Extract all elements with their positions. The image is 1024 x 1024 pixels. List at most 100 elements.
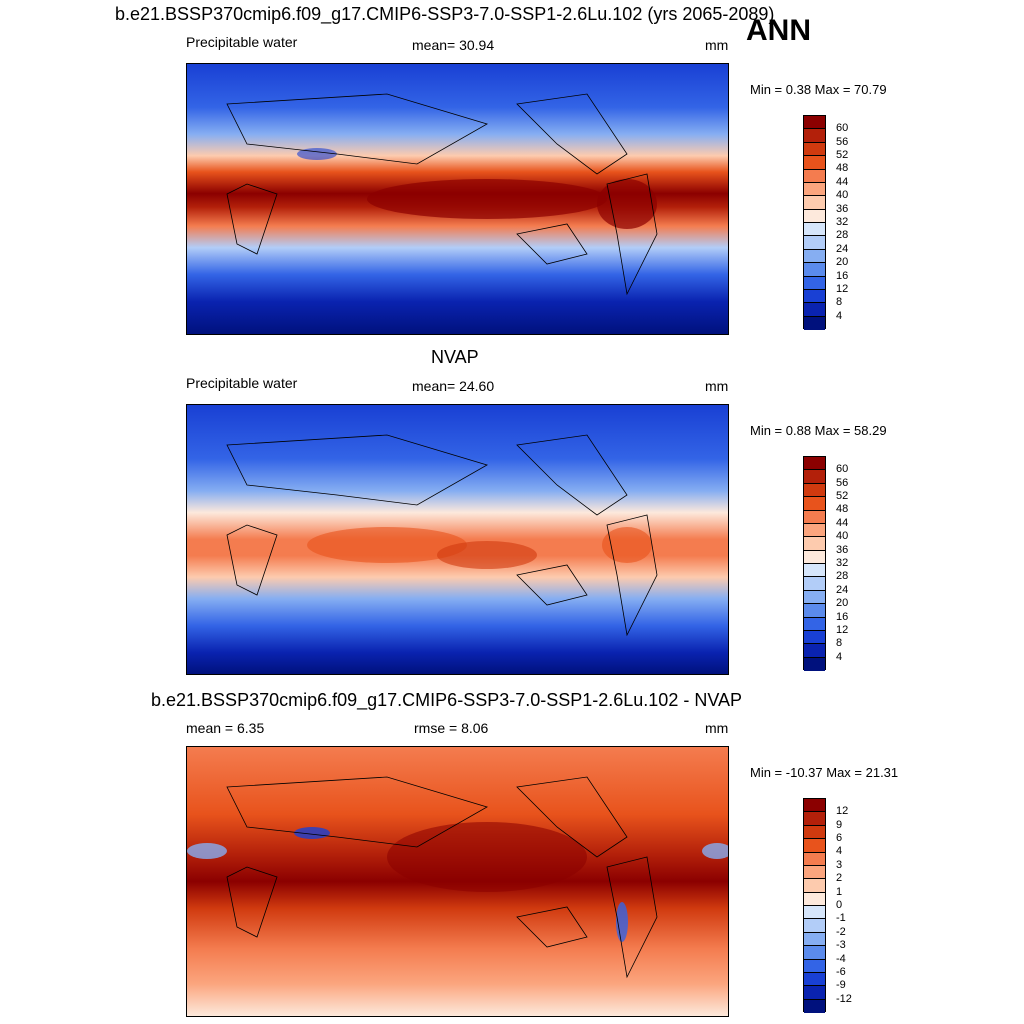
panel1-map: [186, 63, 729, 335]
colorbar-tick-label: 4: [836, 845, 843, 857]
colorbar-segment: [804, 892, 825, 906]
colorbar-segment: [804, 169, 825, 183]
panel2-map: [186, 404, 729, 675]
colorbar-segment: [804, 604, 825, 618]
panel1-colorbar: [803, 115, 826, 330]
colorbar-segment: [804, 946, 825, 960]
colorbar-tick-label: 24: [836, 584, 849, 596]
colorbar-segment: [804, 196, 825, 210]
colorbar-tick-label: 12: [836, 283, 849, 295]
colorbar-tick-label: 52: [836, 490, 849, 502]
colorbar-segment: [804, 865, 825, 880]
colorbar-tick-label: 9: [836, 819, 843, 831]
panel3-rmse-label: rmse = 8.06: [414, 720, 489, 736]
colorbar-segment: [804, 156, 825, 170]
panel2-minmax: Min = 0.88 Max = 58.29: [750, 423, 887, 438]
colorbar-tick-label: 32: [836, 557, 849, 569]
colorbar-tick-label: 8: [836, 637, 843, 649]
panel2-colorbar: [803, 456, 826, 671]
colorbar-tick-label: 12: [836, 624, 849, 636]
colorbar-segment: [804, 483, 825, 498]
colorbar-segment: [804, 617, 825, 631]
colorbar-tick-label: 1: [836, 886, 843, 898]
colorbar-segment: [804, 316, 825, 330]
colorbar-segment: [804, 249, 825, 264]
colorbar-tick-label: 6: [836, 832, 843, 844]
colorbar-tick-label: 32: [836, 216, 849, 228]
colorbar-tick-label: 52: [836, 149, 849, 161]
colorbar-tick-label: 48: [836, 503, 849, 515]
colorbar-tick-label: 28: [836, 229, 849, 241]
panel2-units-label: mm: [705, 378, 729, 394]
colorbar-segment: [804, 523, 825, 538]
colorbar-tick-label: -1: [836, 912, 846, 924]
colorbar-segment: [804, 906, 825, 920]
colorbar-tick-label: 60: [836, 122, 849, 134]
panel3-map: [186, 746, 729, 1017]
panel2-variable-label: Precipitable water: [186, 375, 298, 391]
colorbar-tick-label: 8: [836, 296, 843, 308]
colorbar-tick-label: 56: [836, 477, 849, 489]
colorbar-segment: [804, 999, 825, 1013]
colorbar-tick-label: 56: [836, 136, 849, 148]
panel2-title: NVAP: [431, 347, 479, 367]
colorbar-tick-label: 44: [836, 517, 849, 529]
colorbar-segment: [804, 852, 825, 866]
colorbar-segment: [804, 959, 825, 973]
colorbar-segment: [804, 630, 825, 645]
colorbar-segment: [804, 263, 825, 277]
colorbar-segment: [804, 657, 825, 671]
panel1-variable-label: Precipitable water: [186, 34, 298, 50]
colorbar-tick-label: 4: [836, 310, 843, 322]
panel1-mean-label: mean= 30.94: [412, 37, 495, 53]
colorbar-segment: [804, 537, 825, 551]
colorbar-tick-label: 20: [836, 256, 849, 268]
panel3-mean-label: mean = 6.35: [186, 720, 265, 736]
colorbar-tick-label: 48: [836, 162, 849, 174]
main-title: b.e21.BSSP370cmip6.f09_g17.CMIP6-SSP3-7.…: [115, 4, 775, 24]
colorbar-segment: [804, 497, 825, 511]
colorbar-segment: [804, 986, 825, 1000]
panel1-units-label: mm: [705, 37, 729, 53]
colorbar-segment: [804, 812, 825, 826]
colorbar-tick-label: 36: [836, 203, 849, 215]
colorbar-segment: [804, 932, 825, 947]
colorbar-tick-label: -4: [836, 953, 846, 965]
colorbar-segment: [804, 303, 825, 317]
colorbar-segment: [804, 564, 825, 578]
colorbar-tick-label: 3: [836, 859, 843, 871]
panel3-minmax: Min = -10.37 Max = 21.31: [750, 765, 899, 780]
colorbar-segment: [804, 457, 825, 471]
colorbar-segment: [804, 236, 825, 250]
colorbar-segment: [804, 276, 825, 290]
colorbar-segment: [804, 510, 825, 524]
colorbar-tick-label: 60: [836, 463, 849, 475]
colorbar-segment: [804, 182, 825, 197]
colorbar-tick-label: 2: [836, 872, 843, 884]
season-label: ANN: [746, 14, 811, 47]
colorbar-segment: [804, 839, 825, 853]
panel1-minmax: Min = 0.38 Max = 70.79: [750, 82, 887, 97]
panel3-title: b.e21.BSSP370cmip6.f09_g17.CMIP6-SSP3-7.…: [151, 690, 743, 710]
colorbar-segment: [804, 879, 825, 893]
colorbar-tick-label: -6: [836, 966, 846, 978]
colorbar-segment: [804, 919, 825, 933]
colorbar-tick-label: 16: [836, 270, 849, 282]
colorbar-tick-label: -3: [836, 939, 846, 951]
colorbar-tick-label: -2: [836, 926, 846, 938]
colorbar-segment: [804, 972, 825, 987]
colorbar-tick-label: 40: [836, 530, 849, 542]
colorbar-tick-label: -9: [836, 979, 846, 991]
colorbar-segment: [804, 289, 825, 304]
colorbar-segment: [804, 550, 825, 564]
colorbar-segment: [804, 129, 825, 143]
colorbar-segment: [804, 799, 825, 813]
panel3-units-label: mm: [705, 720, 729, 736]
colorbar-segment: [804, 142, 825, 157]
colorbar-tick-label: 4: [836, 651, 843, 663]
colorbar-segment: [804, 116, 825, 130]
colorbar-tick-label: 16: [836, 611, 849, 623]
colorbar-tick-label: 0: [836, 899, 843, 911]
colorbar-tick-label: 40: [836, 189, 849, 201]
colorbar-segment: [804, 590, 825, 605]
